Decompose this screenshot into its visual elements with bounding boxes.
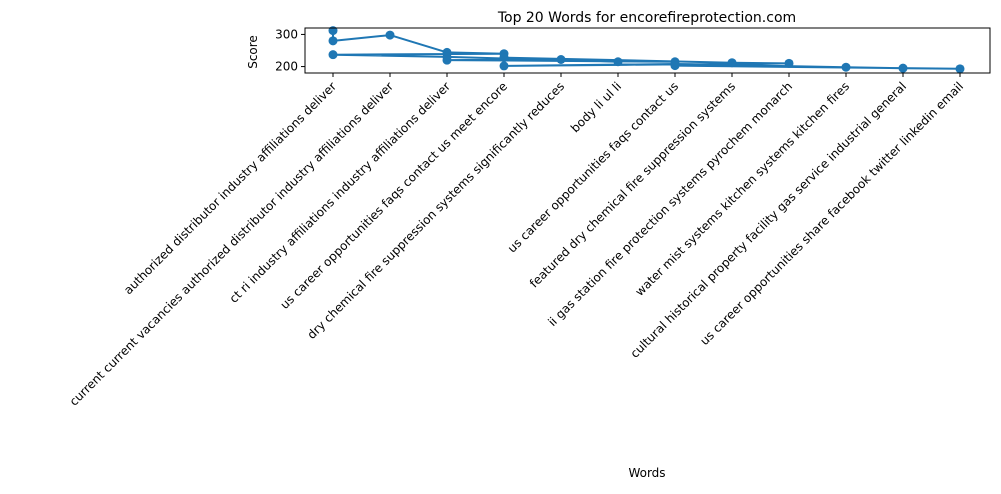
data-point (556, 55, 566, 64)
data-point (670, 61, 680, 71)
chart-title: Top 20 Words for encorefireprotection.co… (497, 10, 796, 26)
data-point (328, 50, 338, 60)
y-axis-label: Score (246, 35, 260, 69)
data-point (328, 36, 338, 46)
data-point (442, 55, 452, 65)
data-point (499, 61, 509, 71)
y-tick-label: 200 (275, 60, 298, 74)
data-point (955, 64, 965, 74)
plot-area (304, 26, 991, 74)
data-point (784, 58, 794, 68)
data-point (613, 57, 623, 67)
y-tick-label: 300 (275, 27, 298, 41)
data-point (727, 58, 737, 68)
data-point (898, 63, 908, 73)
x-axis-label: Words (628, 466, 665, 480)
data-point (499, 53, 509, 63)
plot-frame (304, 27, 991, 74)
y-axis: 200 300 (275, 27, 305, 74)
data-point (385, 30, 395, 40)
data-point (328, 26, 338, 36)
data-point (841, 62, 851, 72)
